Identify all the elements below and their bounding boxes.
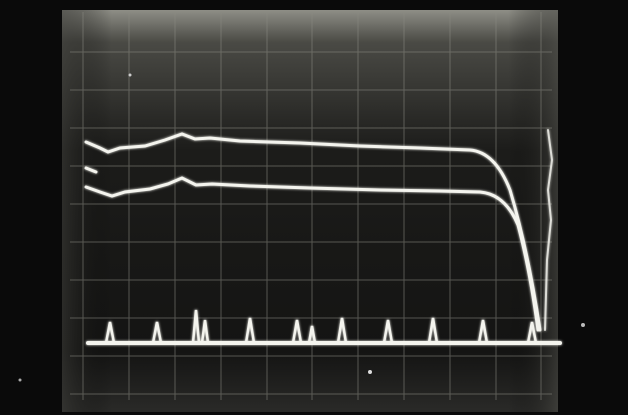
- screen-shade: [62, 10, 558, 412]
- dust-speck: [19, 379, 22, 382]
- oscilloscope-photo: [0, 0, 628, 415]
- page: [0, 0, 628, 415]
- dust-speck: [581, 323, 585, 327]
- dust-speck: [129, 74, 132, 77]
- dust-speck: [368, 370, 372, 374]
